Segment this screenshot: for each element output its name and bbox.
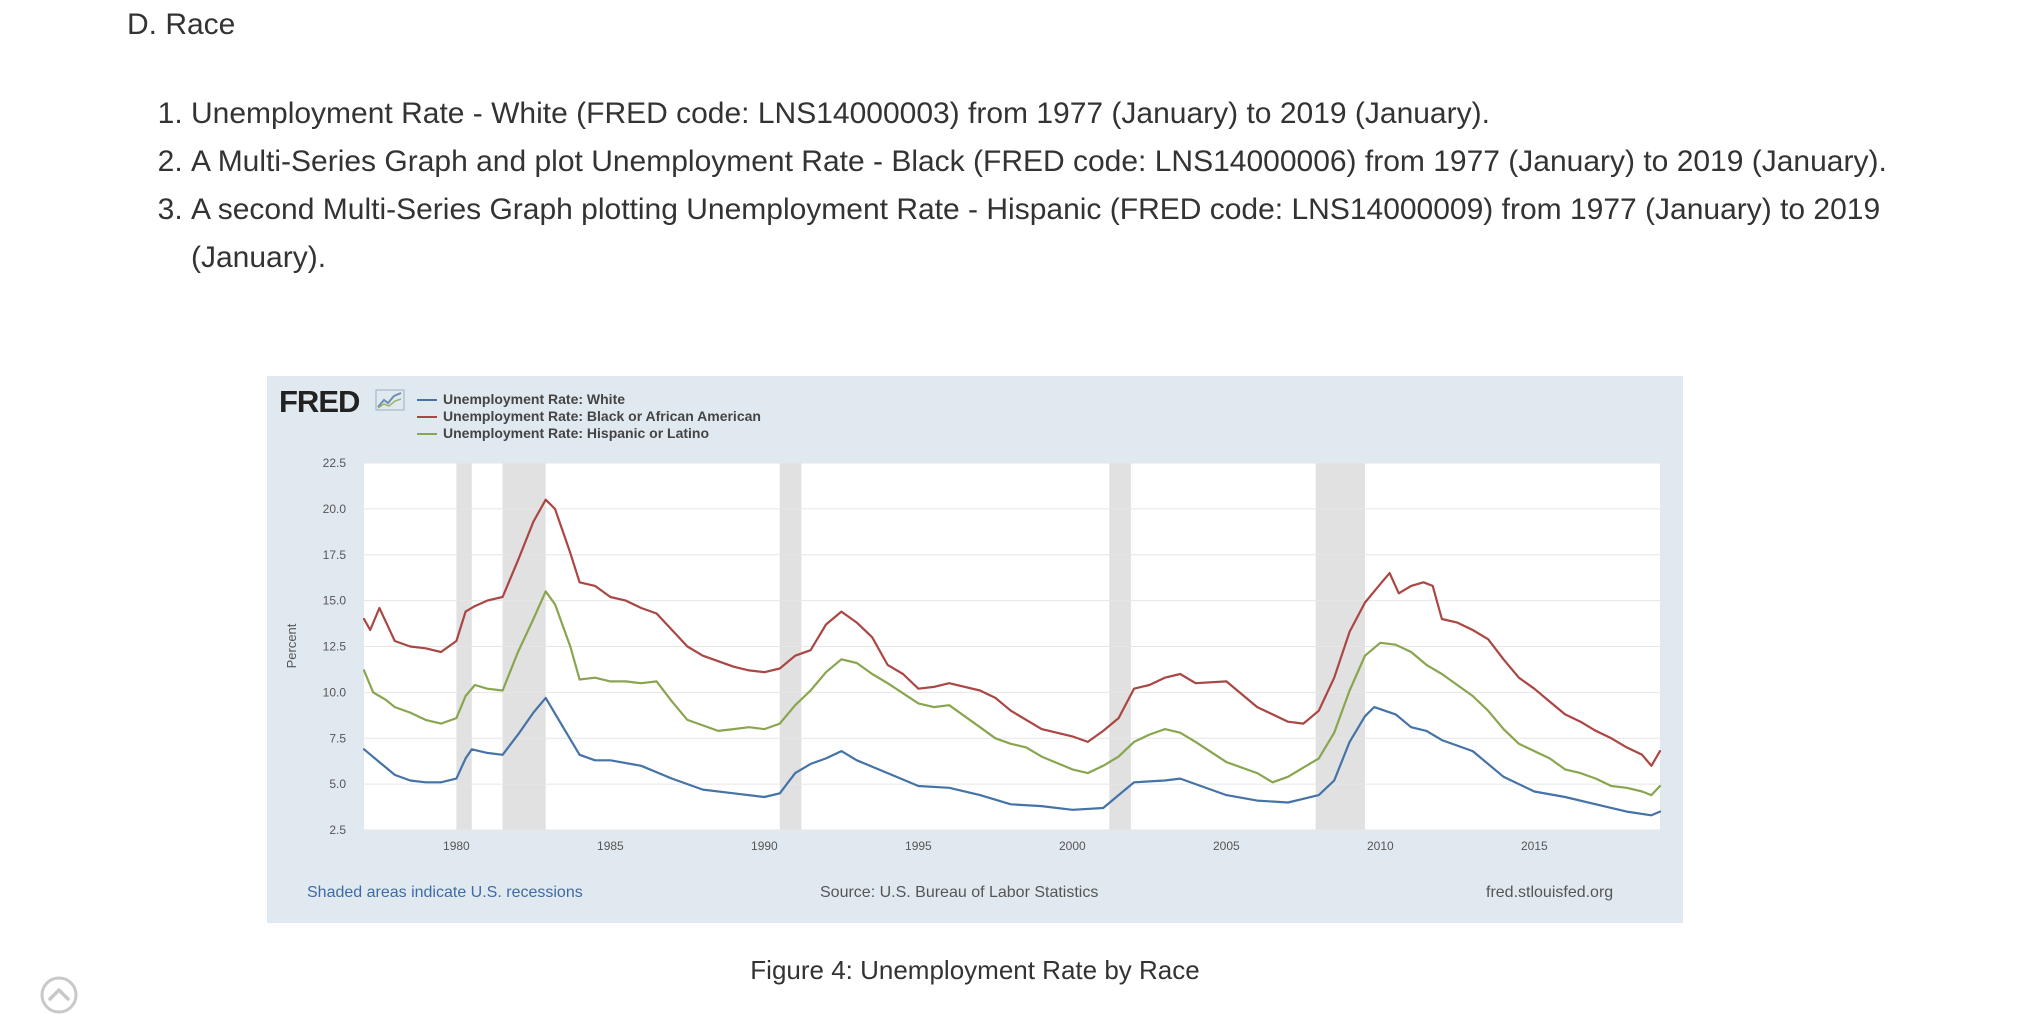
y-tick-label: 17.5: [323, 548, 347, 562]
y-axis-label: Percent: [284, 623, 299, 668]
legend-swatch: [417, 416, 437, 419]
list-item: A second Multi-Series Graph plotting Une…: [191, 186, 1891, 282]
list-item: Unemployment Rate - White (FRED code: LN…: [191, 90, 1891, 138]
unemployment-chart: 2.55.07.510.012.515.017.520.022.5 1980 19…: [284, 456, 1662, 853]
y-tick-label: 10.0: [323, 685, 347, 699]
y-tick-label: 22.5: [323, 456, 347, 470]
x-tick-label: 2015: [1521, 839, 1548, 853]
x-tick-label: 1985: [597, 839, 624, 853]
x-tick-label: 2000: [1059, 839, 1086, 853]
fred-chart-panel: 2.5 5.0 7.5 10.0 12.5 15.0 17.5 20.0 22.5 1980 19…: [267, 376, 1683, 923]
y-tick-label: 20.0: [323, 502, 347, 516]
legend-swatch: [417, 399, 437, 402]
x-tick-label: 2010: [1367, 839, 1394, 853]
legend-item-black: Unemployment Rate: Black or African Amer…: [417, 408, 761, 425]
list-item: A Multi-Series Graph and plot Unemployme…: [191, 138, 1891, 186]
y-tick-label: 12.5: [323, 640, 347, 654]
sparkline-icon: [375, 389, 405, 411]
y-tick-label: 15.0: [323, 594, 347, 608]
task-list: Unemployment Rate - White (FRED code: LN…: [127, 90, 1891, 282]
y-tick-label: 5.0: [329, 777, 346, 791]
legend-item-hispanic: Unemployment Rate: Hispanic or Latino: [417, 425, 761, 442]
scroll-to-top-button[interactable]: [40, 976, 78, 1014]
legend-label: Unemployment Rate: White: [443, 391, 626, 407]
recessions-note-link[interactable]: Shaded areas indicate U.S. recessions: [307, 884, 583, 901]
y-tick-label: 7.5: [329, 731, 346, 745]
series-line-black: [362, 498, 1662, 767]
y-tick-label: 2.5: [329, 823, 346, 837]
x-tick-label: 2005: [1213, 839, 1240, 853]
source-note: Source: U.S. Bureau of Labor Statistics: [820, 884, 1099, 901]
chevron-up-circle-icon: [40, 976, 78, 1014]
figure-caption: Figure 4: Unemployment Rate by Race: [750, 955, 1200, 985]
legend-item-white: Unemployment Rate: White: [417, 391, 761, 408]
fred-logo: FRED: [279, 384, 360, 419]
series-lines: [362, 498, 1662, 817]
fred-site-link[interactable]: fred.stlouisfed.org: [1486, 884, 1614, 901]
series-line-white: [362, 696, 1662, 817]
x-tick-label: 1995: [905, 839, 932, 853]
legend-label: Unemployment Rate: Black or African Amer…: [443, 408, 761, 424]
legend-swatch: [417, 433, 437, 436]
x-tick-label: 1990: [751, 839, 778, 853]
legend-label: Unemployment Rate: Hispanic or Latino: [443, 425, 710, 441]
section-title: D. Race: [127, 8, 236, 41]
y-tick-labels: 2.5 5.0 7.5 10.0 12.5 15.0 17.5 20.0 22.5: [323, 456, 347, 837]
series-line-hispanic: [362, 590, 1662, 797]
x-tick-label: 1980: [443, 839, 470, 853]
x-tick-labels: 1980 1985 1990 1995 2000 2005 2010 2015: [443, 839, 1548, 853]
chart-legend: Unemployment Rate: White Unemployment Ra…: [417, 391, 761, 442]
grid-lines: [364, 462, 1660, 831]
